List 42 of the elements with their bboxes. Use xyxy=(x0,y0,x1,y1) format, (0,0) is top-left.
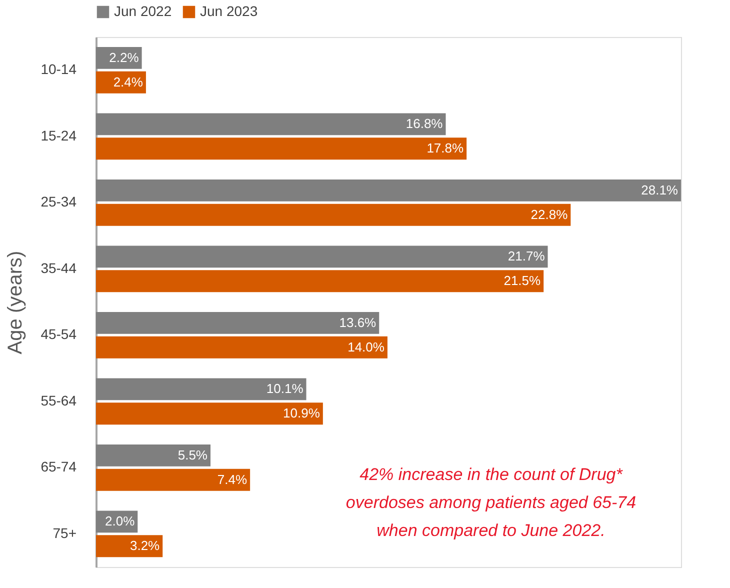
bar xyxy=(96,71,146,94)
data-label: 13.6% xyxy=(339,314,377,330)
data-label: 2.2% xyxy=(109,50,140,65)
y-tick-label: 45-54 xyxy=(40,326,77,342)
annotation: 42% increase in the count of Drug* overdoses among patients aged 65-74 when compared to June 2022. xyxy=(346,465,636,540)
data-label: 10.1% xyxy=(266,381,304,396)
data-label: 2.0% xyxy=(104,514,136,529)
data-label: 7.4% xyxy=(217,472,248,487)
bar xyxy=(96,535,163,558)
data-label: 5.5% xyxy=(178,447,208,462)
data-label: 14.0% xyxy=(348,339,385,354)
bar xyxy=(96,336,388,358)
bar xyxy=(96,312,380,334)
bar xyxy=(96,270,544,292)
y-tick-label: 25-34 xyxy=(40,194,77,210)
bar xyxy=(96,246,548,268)
data-label: 17.8% xyxy=(426,140,464,156)
bar xyxy=(96,444,210,466)
y-tick-label: 15-24 xyxy=(40,127,77,144)
data-label: 21.7% xyxy=(508,248,546,264)
data-label: 10.9% xyxy=(283,406,320,421)
bar xyxy=(96,138,467,160)
bar xyxy=(96,402,323,425)
data-label: 2.4% xyxy=(113,74,144,90)
legend-label: Jun 2023 xyxy=(200,3,258,19)
data-label: 16.8% xyxy=(406,116,444,132)
data-label: 21.5% xyxy=(504,273,542,288)
bar xyxy=(96,179,681,202)
bar xyxy=(96,204,571,226)
bar xyxy=(96,113,446,136)
bar xyxy=(96,468,250,491)
y-axis-title: Age (years) xyxy=(4,250,27,354)
bar xyxy=(96,378,306,400)
y-tick-label: 65-74 xyxy=(40,458,77,475)
data-label: 22.8% xyxy=(530,206,568,222)
y-tick-label: 55-64 xyxy=(40,392,77,408)
data-label: 3.2% xyxy=(130,538,160,554)
data-label: 28.1% xyxy=(641,182,678,198)
legend-label: Jun 2022 xyxy=(114,3,172,19)
y-tick-label: 10-14 xyxy=(40,61,77,78)
y-tick-label: 75+ xyxy=(52,524,76,541)
y-tick-label: 35-44 xyxy=(40,260,77,276)
